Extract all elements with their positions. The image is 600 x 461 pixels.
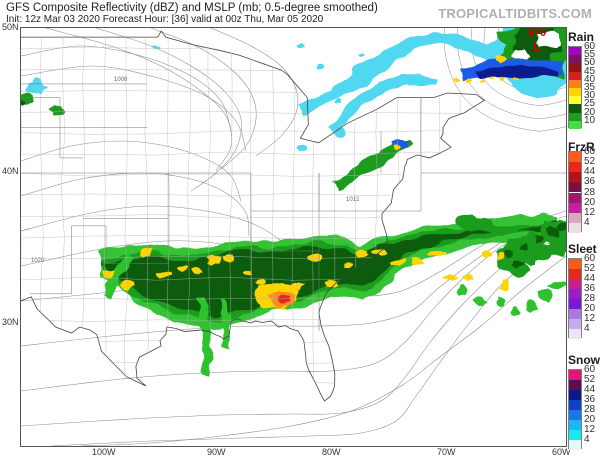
svg-text:970: 970 [528, 28, 546, 39]
svg-text:L: L [533, 39, 541, 54]
svg-text:1012: 1012 [346, 197, 360, 203]
svg-text:1020: 1020 [31, 258, 45, 264]
